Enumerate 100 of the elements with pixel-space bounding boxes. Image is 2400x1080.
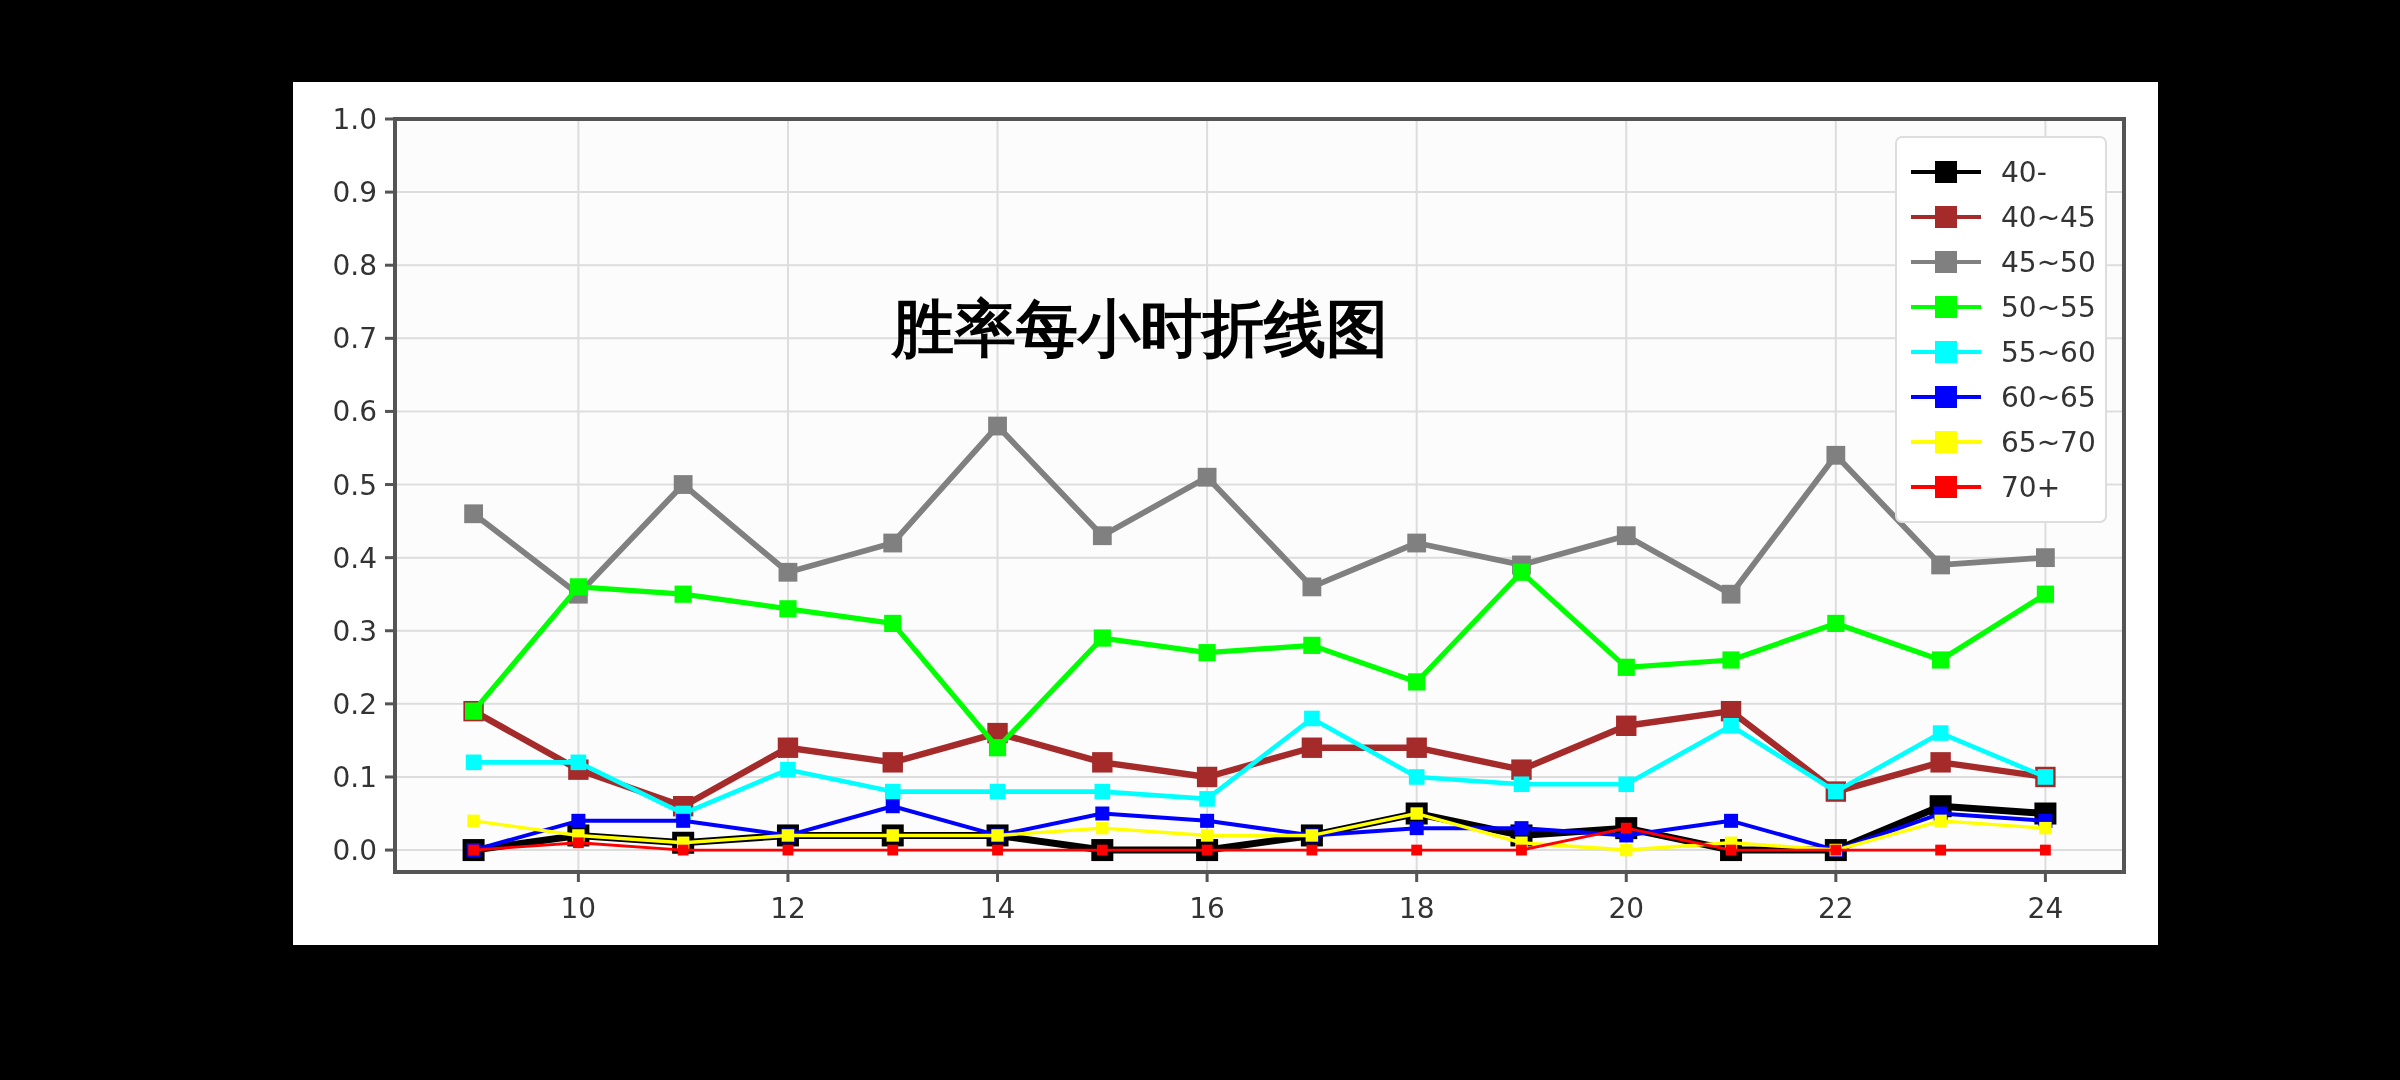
point (1200, 829, 1214, 842)
point (1304, 710, 1320, 727)
point (1931, 555, 1951, 575)
point (884, 783, 901, 800)
point (1093, 629, 1111, 647)
x-tick-label: 20 (1608, 892, 1645, 925)
point (1409, 821, 1424, 836)
point (1512, 563, 1531, 581)
point (1092, 526, 1112, 546)
point (1408, 769, 1425, 785)
point (988, 739, 1007, 757)
point (464, 504, 483, 524)
point (572, 837, 584, 849)
legend-label: 65~70 (2001, 426, 2096, 459)
point (1197, 467, 1217, 487)
point (1617, 658, 1635, 676)
point (1826, 445, 1846, 465)
point (1930, 752, 1951, 773)
point (1935, 844, 1947, 856)
point (1196, 766, 1218, 788)
point (988, 416, 1007, 436)
y-tick-label: 0.7 (332, 322, 377, 356)
legend-label: 55~60 (2001, 336, 2096, 369)
point (2039, 821, 2052, 835)
point (1827, 614, 1845, 633)
legend-label: 40~45 (2001, 201, 2096, 234)
point (676, 813, 691, 828)
point (569, 578, 587, 596)
legend-label: 70+ (2001, 471, 2061, 504)
point (467, 814, 480, 828)
x-tick-label: 22 (1818, 892, 1854, 925)
point (1303, 636, 1321, 654)
legend-label: 40- (2001, 156, 2047, 189)
point (1200, 813, 1215, 828)
point (1932, 651, 1950, 669)
point (1721, 584, 1741, 604)
point (1199, 791, 1215, 807)
x-tick-label: 10 (560, 892, 597, 925)
point (1616, 526, 1636, 546)
point (1934, 814, 1947, 828)
point (674, 585, 692, 603)
point (882, 752, 903, 773)
y-tick-label: 0.9 (332, 176, 377, 210)
point (989, 783, 1006, 800)
y-tick-label: 0.3 (332, 614, 377, 648)
point (1516, 844, 1527, 856)
point (1094, 783, 1111, 800)
point (1616, 715, 1637, 736)
point (1513, 776, 1530, 793)
y-tick-label: 0.1 (332, 760, 377, 794)
point (1096, 821, 1109, 835)
x-tick-label: 14 (979, 892, 1016, 925)
point (1092, 752, 1113, 773)
point (1406, 737, 1427, 758)
point (884, 614, 902, 633)
point (777, 737, 799, 758)
text: 胜率每小时折线图 (890, 292, 1388, 365)
point (1302, 577, 1322, 597)
y-tick-label: 0.0 (332, 834, 377, 868)
point (992, 844, 1003, 856)
y-tick-label: 0.2 (332, 687, 377, 721)
point (1620, 843, 1633, 857)
point (1095, 806, 1110, 821)
point (1306, 844, 1318, 856)
y-tick-label: 0.4 (332, 541, 377, 575)
y-tick-label: 1.0 (332, 103, 377, 136)
y-tick-label: 0.6 (332, 395, 377, 429)
y-tick-label: 0.5 (332, 468, 377, 502)
legend-label: 50~55 (2001, 291, 2096, 324)
x-tick-label: 16 (1189, 892, 1225, 925)
point (780, 761, 796, 778)
x-tick-label: 24 (2027, 892, 2064, 925)
x-tick-label: 18 (1398, 892, 1435, 925)
y-tick-label: 0.8 (332, 249, 377, 283)
point (1723, 717, 1739, 734)
point (673, 475, 693, 494)
point (1301, 737, 1323, 758)
point (2036, 585, 2055, 603)
point (570, 754, 587, 771)
point (1724, 813, 1739, 828)
point (885, 799, 900, 814)
legend-label: 60~65 (2001, 381, 2096, 414)
point (677, 844, 689, 856)
point (571, 813, 586, 828)
x-tick-label: 12 (770, 892, 806, 925)
point (2040, 844, 2051, 856)
point (883, 533, 903, 553)
point (1932, 725, 1949, 741)
point (779, 600, 797, 618)
point (1722, 651, 1740, 669)
point (1411, 844, 1423, 856)
point (778, 562, 798, 582)
point (465, 754, 482, 771)
point (1198, 644, 1216, 662)
point (1407, 533, 1427, 553)
point (887, 844, 899, 856)
legend-label: 45~50 (2001, 246, 2096, 279)
point (1618, 776, 1635, 793)
point (1408, 673, 1426, 691)
point (2036, 548, 2055, 568)
